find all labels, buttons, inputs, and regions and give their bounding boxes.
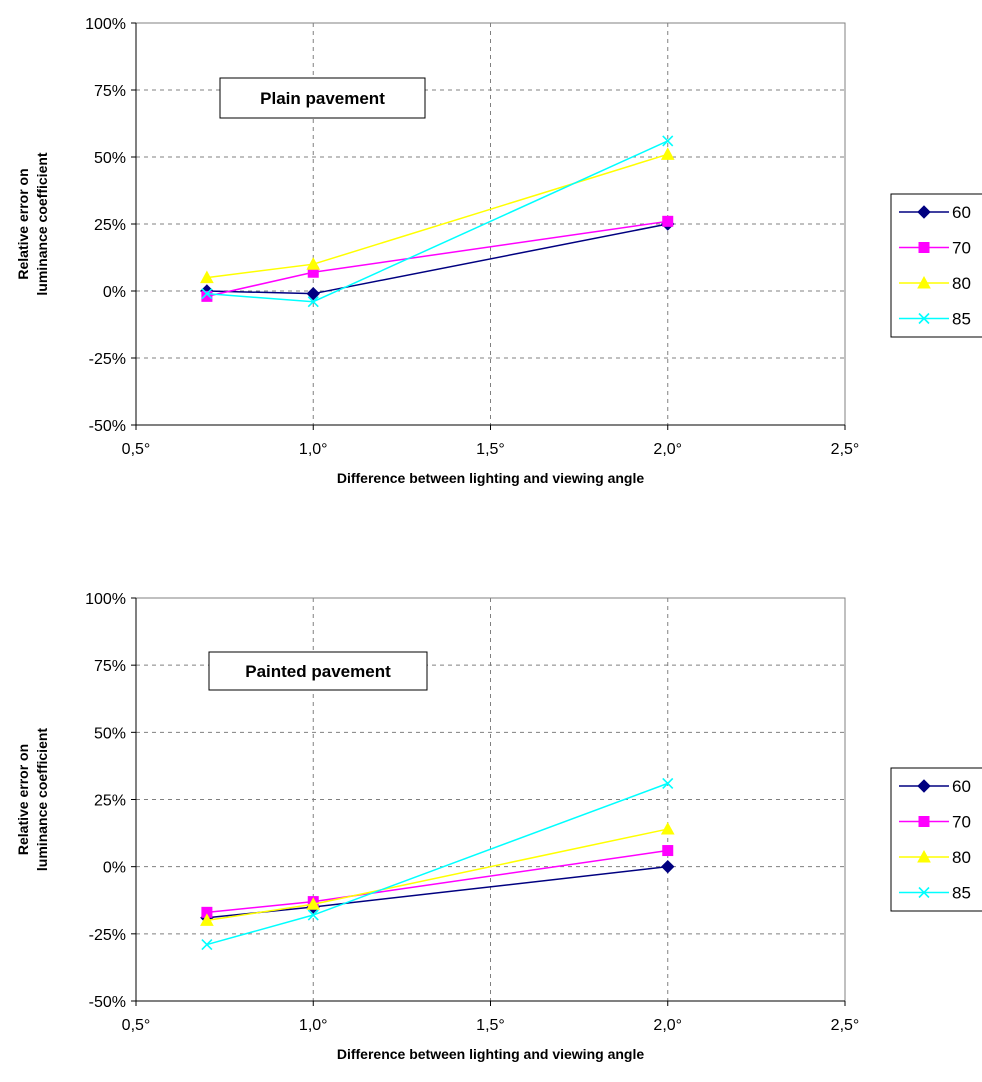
legend-marker: [918, 312, 930, 325]
legend-marker: [917, 779, 931, 793]
y-tick-label: 100%: [85, 591, 126, 608]
data-point: [306, 257, 321, 270]
y-tick-label: -25%: [89, 927, 126, 944]
legend: 60 70 80 85: [890, 193, 982, 338]
x-tick-label: 2,0°: [653, 1017, 682, 1034]
legend-marker: [918, 816, 930, 827]
series-80: [200, 822, 675, 926]
x-axis-title: Difference between lighting and viewing …: [337, 470, 644, 486]
data-point: [200, 270, 214, 284]
legend-label: 85: [952, 310, 971, 329]
data-point: [307, 296, 319, 308]
data-point: [201, 290, 213, 302]
legend-entry: 80: [899, 848, 971, 867]
annotation-label: Painted pavement: [245, 662, 391, 681]
legend-label: 85: [952, 884, 971, 903]
data-point: [662, 777, 674, 789]
y-tick-label: -50%: [89, 994, 126, 1011]
legend-entry: 60: [899, 777, 971, 796]
chart-1: -50% -25% 0% 25% 50% 75% 100% 0,5° 1,0° 1,5° 2,0° 2…: [15, 16, 982, 486]
legend-marker: [917, 849, 931, 863]
x-tick-label: 1,5°: [476, 1017, 505, 1034]
legend: 60 70 80 85: [890, 767, 982, 912]
x-tick-label: 2,5°: [831, 1017, 860, 1034]
legend-label: 80: [952, 274, 971, 293]
legend-label: 70: [952, 813, 971, 832]
x-tick-label: 0,5°: [122, 441, 151, 458]
x-tick-label: 1,0°: [299, 441, 328, 458]
data-point: [661, 859, 675, 874]
data-point: [306, 897, 321, 910]
y-axis-title: luminance coefficient: [34, 152, 50, 295]
legend-marker: [917, 205, 931, 219]
y-tick-label: 0%: [103, 284, 126, 301]
data-point: [200, 913, 214, 926]
y-tick-label: -25%: [89, 351, 126, 368]
y-tick-label: 50%: [94, 725, 126, 742]
y-tick-label: 50%: [94, 150, 126, 167]
legend-entry: 85: [899, 884, 971, 903]
chart-2: -50% -25% 0% 25% 50% 75% 100% 0,5° 1,0° 1,5° 2,0° 2…: [15, 591, 982, 1062]
legend-entry: 70: [899, 239, 971, 258]
legend-label: 70: [952, 239, 971, 258]
annotation-box: [208, 651, 428, 691]
y-axis-title: Relative error on: [15, 744, 31, 855]
x-tick-label: 1,5°: [476, 441, 505, 458]
legend-entry: 60: [899, 203, 971, 222]
data-point: [662, 215, 674, 227]
legend-box: [890, 193, 982, 338]
legend-entry: 85: [899, 310, 971, 329]
legend-label: 80: [952, 848, 971, 867]
y-tick-label: 25%: [94, 217, 126, 234]
annotation-box: [219, 77, 426, 119]
y-tick-label: 25%: [94, 793, 126, 810]
legend-entry: 70: [899, 813, 971, 832]
y-tick-label: 100%: [85, 16, 126, 33]
x-tick-label: 0,5°: [122, 1017, 151, 1034]
legend-label: 60: [952, 777, 971, 796]
y-tick-label: 0%: [103, 860, 126, 877]
series-85: [201, 777, 674, 951]
x-tick-label: 2,0°: [653, 441, 682, 458]
legend-marker: [918, 886, 930, 899]
legend-box: [890, 767, 982, 912]
series-80: [200, 147, 675, 284]
x-axis-title: Difference between lighting and viewing …: [337, 1046, 644, 1062]
data-point: [662, 845, 674, 857]
legend-label: 60: [952, 203, 971, 222]
legend-entry: 80: [899, 274, 971, 293]
series-85: [201, 135, 674, 308]
data-point: [660, 822, 675, 835]
x-tick-label: 2,5°: [831, 441, 860, 458]
data-point: [662, 135, 674, 147]
y-axis-title: luminance coefficient: [34, 728, 50, 871]
data-point: [660, 147, 675, 160]
data-point: [201, 288, 213, 300]
series-70: [201, 215, 674, 302]
legend-marker: [917, 275, 931, 289]
data-point: [307, 909, 319, 921]
data-point: [201, 939, 213, 951]
data-point: [306, 286, 320, 301]
y-tick-label: 75%: [94, 83, 126, 100]
x-tick-label: 1,0°: [299, 1017, 328, 1034]
annotation-label: Plain pavement: [260, 89, 385, 108]
y-tick-label: -50%: [89, 418, 126, 435]
y-tick-label: 75%: [94, 658, 126, 675]
y-axis-title: Relative error on: [15, 168, 31, 279]
legend-marker: [918, 242, 930, 253]
